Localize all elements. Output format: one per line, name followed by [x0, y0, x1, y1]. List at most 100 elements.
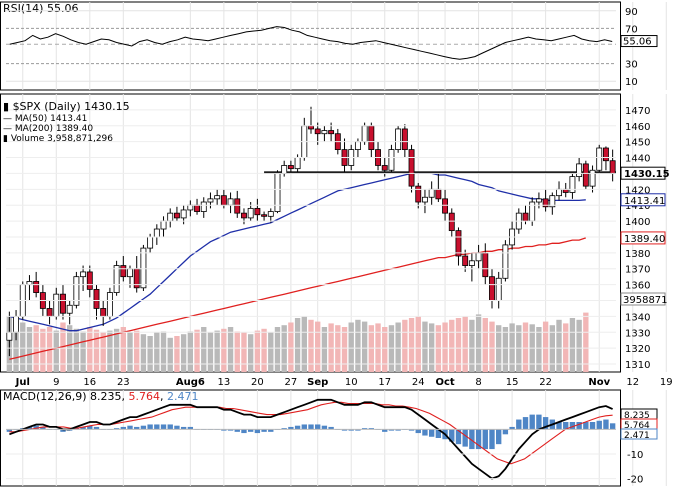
macd-hist-bar — [140, 425, 147, 430]
macd-hist-bar — [482, 429, 488, 450]
macd-hist-bar — [348, 429, 354, 431]
volume-bar — [160, 331, 167, 372]
volume-bar — [120, 327, 126, 372]
ma200-box: 1389.40 — [620, 231, 666, 245]
volume-bar — [254, 330, 261, 372]
candle-body — [495, 277, 502, 301]
candle-body — [147, 236, 154, 249]
svg-text:5.764: 5.764 — [624, 421, 650, 431]
macd-hist-bar — [529, 414, 535, 430]
volume-bar — [100, 332, 106, 372]
candle-body — [86, 271, 93, 290]
candle-body — [106, 292, 113, 317]
candle-body — [140, 247, 147, 289]
panel-frame-0 — [0, 1, 621, 91]
candle-body — [354, 141, 361, 151]
candle-body — [160, 220, 167, 230]
macd-hist-bar — [415, 429, 421, 434]
rsi-value-label: 55.06 — [623, 37, 652, 48]
candle-body — [401, 128, 408, 151]
macd-hist-bar — [341, 429, 348, 431]
candle-body — [328, 130, 335, 135]
candle-body — [381, 165, 388, 171]
candle-body — [80, 271, 87, 278]
x-tick-label: 22 — [539, 377, 552, 388]
macd-hist-bar — [167, 424, 173, 430]
macd-hist-bar — [261, 429, 267, 432]
macd-value-boxes: 8.235 5.764 2.471 — [620, 408, 658, 441]
macd-hist-bar — [408, 429, 415, 431]
svg-text:8.235: 8.235 — [624, 411, 650, 421]
candle-body — [13, 315, 20, 333]
volume-legend: ▮ Volume 3,958,871,296 — [3, 134, 113, 144]
macd-hist-bar — [395, 429, 401, 431]
rsi-tick-10: 10 — [625, 77, 638, 88]
rsi-tick-30: 30 — [625, 60, 638, 71]
volume-bar — [395, 322, 401, 372]
macd-hist-bar — [361, 428, 368, 430]
candle-body — [153, 228, 160, 238]
x-tick-label: 20 — [251, 377, 264, 388]
candle-body — [522, 212, 529, 222]
volume-bar — [180, 334, 187, 372]
candle-body — [247, 207, 254, 219]
candle-body — [482, 252, 489, 278]
macd-hist-bar — [355, 429, 361, 431]
volume-bar — [382, 327, 388, 372]
macd-hist-bar — [147, 424, 153, 430]
candle-body — [294, 157, 301, 170]
volume-bar — [482, 318, 488, 372]
x-tick-label: 15 — [506, 377, 519, 388]
volume-bar — [301, 316, 307, 372]
volume-bar — [462, 316, 468, 372]
candle-body — [589, 169, 596, 187]
volume-bar — [583, 312, 589, 372]
macd-hist-bar — [113, 428, 120, 430]
volume-bar — [227, 327, 234, 372]
volume-bar — [113, 328, 120, 372]
volume-bar — [40, 328, 46, 372]
candle-body — [127, 268, 133, 278]
macd-hist-bar — [536, 414, 542, 430]
candle-body — [321, 130, 328, 135]
macd-hist-bar — [180, 426, 187, 430]
macd-hist-bar — [60, 429, 66, 432]
x-tick-label: 9 — [53, 377, 59, 388]
price-tick-1460: 1460 — [625, 122, 650, 133]
volume-bar — [73, 328, 80, 372]
x-tick-label: 24 — [412, 377, 425, 388]
candle-body — [281, 165, 288, 174]
candle-body — [173, 212, 180, 219]
volume-bar — [469, 319, 475, 372]
volume-bar — [87, 327, 93, 372]
candle-body — [428, 188, 435, 198]
volume-bar — [415, 316, 421, 372]
volume-bar — [449, 319, 455, 372]
macd-hist-bar — [80, 426, 86, 430]
volume-bar — [13, 319, 19, 372]
volume-bar — [341, 327, 348, 372]
volume-bar — [542, 321, 549, 372]
macd-hist-bar — [281, 428, 287, 430]
volume-bar — [308, 319, 314, 372]
price-tick-1310: 1310 — [625, 360, 650, 371]
macd-hist-bar — [462, 429, 468, 447]
x-tick-label: 16 — [83, 377, 96, 388]
macd-hist-bar — [315, 424, 321, 430]
rsi-line — [9, 26, 613, 60]
macd-hist-bar — [87, 425, 93, 430]
volume-bar — [207, 332, 214, 372]
macd-tick--10: -10 — [627, 450, 643, 461]
macd-hist-bar — [301, 424, 307, 430]
macd-hist-bar — [469, 429, 475, 450]
candle-body — [314, 128, 321, 135]
macd-hist-bar — [475, 429, 482, 450]
candle-body — [435, 188, 442, 200]
price-tick-1470: 1470 — [625, 106, 650, 117]
ma200-line — [9, 237, 587, 360]
volume-bar — [107, 330, 113, 372]
candle-body — [535, 198, 542, 203]
volume-bar — [268, 332, 274, 372]
macd-hist-bar — [388, 429, 395, 431]
